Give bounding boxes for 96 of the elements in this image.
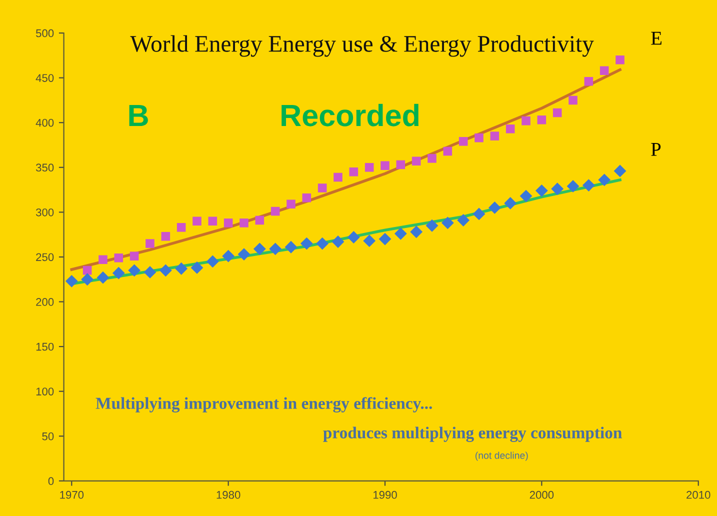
point — [552, 108, 562, 118]
point — [584, 77, 594, 86]
point — [98, 255, 108, 264]
annotation: (not decline) — [476, 452, 528, 461]
point — [457, 214, 470, 226]
point — [82, 266, 92, 275]
point — [332, 236, 344, 248]
point — [364, 163, 374, 172]
series-label: E — [651, 32, 662, 45]
point — [96, 271, 110, 284]
point — [426, 219, 438, 232]
point — [176, 223, 186, 232]
annotation: B — [129, 105, 148, 126]
y-tick-label: 0 — [48, 477, 54, 486]
annotation: Multiplying improvement in energy efficiency... — [96, 397, 432, 412]
point — [412, 156, 421, 166]
point — [318, 184, 327, 192]
point — [284, 240, 298, 254]
point — [443, 146, 452, 156]
y-tick-label: 150 — [36, 342, 54, 351]
point — [504, 197, 517, 210]
point — [506, 124, 515, 134]
x-tick-label: 1970 — [60, 490, 84, 499]
point — [582, 179, 595, 192]
point — [394, 227, 407, 240]
y-tick-label: 100 — [36, 388, 54, 396]
y-tick-label: 50 — [42, 432, 54, 440]
point — [614, 164, 626, 178]
point — [300, 237, 313, 250]
y-tick-label: 200 — [36, 298, 54, 306]
point — [378, 232, 392, 246]
point — [302, 193, 312, 202]
y-tick-label: 400 — [36, 118, 54, 127]
x-tick-label: 2000 — [530, 490, 554, 499]
point — [253, 242, 266, 256]
x-tick-label: 1990 — [373, 490, 397, 499]
point — [535, 184, 548, 197]
point — [316, 237, 329, 250]
annotation: Recorded — [282, 104, 418, 126]
point — [81, 273, 94, 286]
point — [551, 182, 564, 196]
annotation: produces multiplying energy consumption — [323, 426, 622, 442]
point — [65, 274, 78, 288]
point — [114, 253, 124, 262]
x-tick-label: 2010 — [686, 490, 710, 499]
point — [269, 242, 282, 256]
point — [240, 218, 248, 228]
point — [270, 206, 280, 216]
point — [410, 226, 423, 238]
point — [520, 190, 532, 202]
line-series — [70, 68, 622, 271]
point — [396, 160, 406, 170]
point — [255, 216, 264, 225]
point — [144, 266, 156, 278]
point — [537, 116, 546, 124]
point — [566, 180, 580, 192]
point — [112, 266, 125, 280]
y-tick-label: 300 — [36, 208, 54, 216]
point — [472, 208, 486, 220]
point — [192, 216, 202, 226]
point — [206, 255, 219, 268]
point — [161, 232, 170, 241]
point — [334, 172, 342, 182]
point — [175, 262, 188, 275]
x-tick-label: 1980 — [216, 490, 240, 499]
point — [286, 200, 296, 209]
point — [616, 56, 624, 64]
y-tick-label: 250 — [36, 253, 54, 262]
point — [522, 116, 530, 126]
point — [190, 262, 204, 274]
point — [490, 132, 500, 140]
y-tick-label: 500 — [36, 29, 54, 38]
point — [458, 137, 468, 146]
point — [146, 239, 154, 248]
point — [349, 167, 358, 176]
y-tick-label: 450 — [36, 74, 54, 82]
point — [208, 216, 218, 226]
point — [441, 216, 454, 230]
point — [128, 264, 141, 277]
point — [363, 234, 376, 248]
chart-title: World Energy Energy use & Energy Productivity — [130, 35, 594, 57]
point — [474, 133, 484, 142]
point — [598, 174, 611, 186]
point — [222, 250, 235, 262]
point — [130, 252, 139, 260]
point — [568, 96, 578, 105]
point — [428, 154, 436, 163]
point — [488, 201, 501, 214]
point — [380, 161, 390, 170]
point — [238, 248, 250, 260]
point — [224, 218, 233, 228]
point — [159, 264, 172, 277]
y-tick-label: 350 — [36, 164, 54, 172]
point — [600, 66, 609, 76]
point — [347, 231, 360, 244]
series-label: P — [651, 142, 661, 156]
